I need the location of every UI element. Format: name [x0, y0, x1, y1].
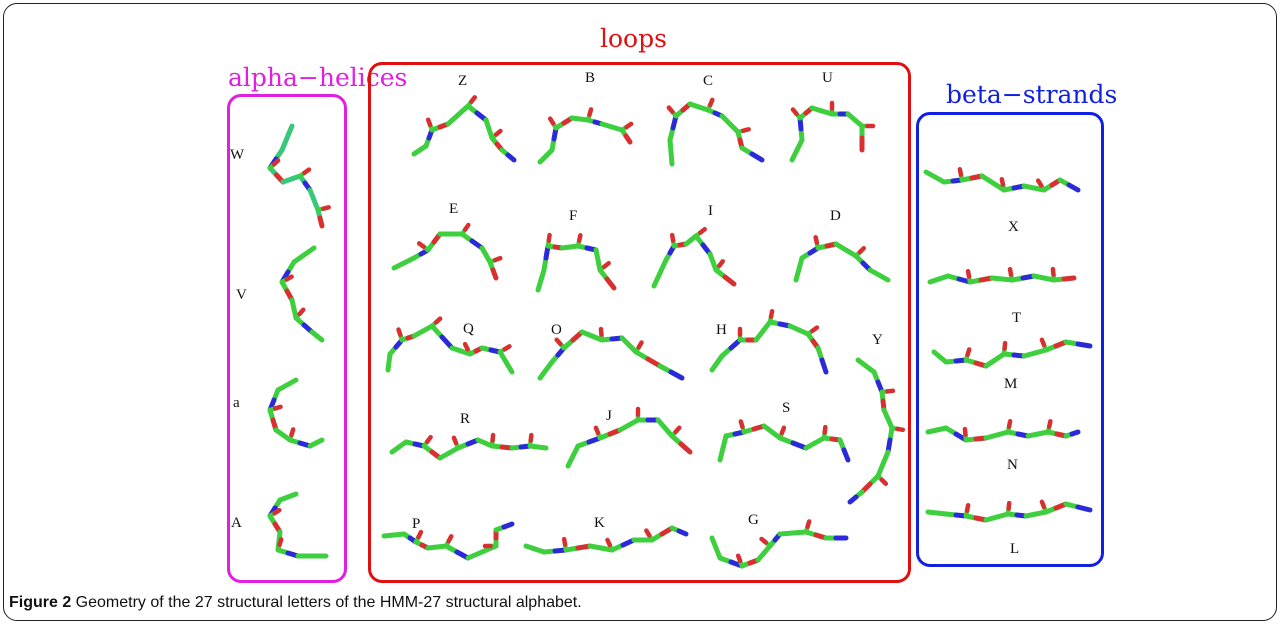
letter-label: G — [748, 512, 759, 528]
letter-label: C — [703, 73, 714, 89]
letter-label: E — [449, 201, 459, 217]
peptide-backbone — [927, 266, 1077, 285]
peptide-backbone — [381, 521, 515, 561]
alpha-helices-box — [227, 94, 347, 583]
letter-label: X — [1008, 219, 1019, 235]
letter-label: T — [1012, 310, 1022, 326]
letter-label: B — [585, 70, 596, 86]
peptide-backbone — [925, 499, 1093, 523]
letter-label: R — [460, 411, 471, 427]
peptide-backbone — [391, 222, 503, 281]
loops-title: loops — [600, 24, 667, 53]
letter-label: a — [233, 395, 240, 411]
peptide-backbone — [923, 166, 1081, 193]
peptide-backbone — [709, 519, 849, 569]
peptide-backbone — [267, 377, 325, 449]
letter-label: Y — [872, 332, 883, 348]
letter-label: H — [716, 322, 727, 338]
figure-frame — [3, 3, 1277, 621]
peptide-backbone — [279, 245, 325, 343]
peptide-backbone — [793, 235, 891, 283]
letter-label: V — [236, 287, 247, 303]
peptide-backbone — [651, 226, 737, 289]
caption-label: Figure 2 — [9, 594, 72, 611]
peptide-backbone — [267, 123, 331, 229]
peptide-backbone — [666, 97, 765, 167]
peptide-backbone — [717, 419, 851, 463]
letter-label: I — [708, 203, 713, 219]
letter-label: Z — [458, 73, 468, 89]
peptide-backbone — [389, 432, 549, 461]
beta-strands-box — [916, 112, 1104, 567]
figure-caption: Figure 2 Geometry of the 27 structural l… — [9, 594, 582, 612]
peptide-backbone — [789, 100, 876, 163]
letter-label: P — [412, 516, 421, 532]
letter-label: A — [231, 515, 242, 531]
letter-label: L — [1010, 541, 1020, 557]
caption-text: Geometry of the 27 structural letters of… — [71, 594, 582, 611]
peptide-backbone — [931, 337, 1093, 369]
peptide-backbone — [847, 357, 906, 505]
peptide-backbone — [925, 418, 1081, 443]
letter-label: O — [551, 322, 562, 338]
beta-strands-title: beta−strands — [946, 80, 1118, 109]
letter-label: U — [822, 70, 833, 86]
letter-label: D — [830, 208, 841, 224]
peptide-backbone — [267, 491, 329, 559]
peptide-backbone — [535, 232, 617, 293]
letter-label: F — [569, 208, 578, 224]
letter-label: Q — [463, 321, 474, 337]
letter-label: S — [782, 400, 791, 416]
letter-label: W — [230, 147, 245, 163]
peptide-backbone — [411, 95, 517, 163]
peptide-backbone — [385, 316, 515, 375]
letter-label: M — [1004, 376, 1018, 392]
loops-box — [368, 62, 911, 583]
peptide-backbone — [537, 326, 685, 381]
peptide-backbone — [537, 107, 634, 165]
letter-label: N — [1007, 457, 1018, 473]
letter-label: J — [606, 408, 612, 424]
peptide-backbone — [709, 308, 829, 375]
letter-label: K — [594, 515, 605, 531]
peptide-backbone — [565, 406, 693, 469]
peptide-backbone — [523, 525, 689, 555]
